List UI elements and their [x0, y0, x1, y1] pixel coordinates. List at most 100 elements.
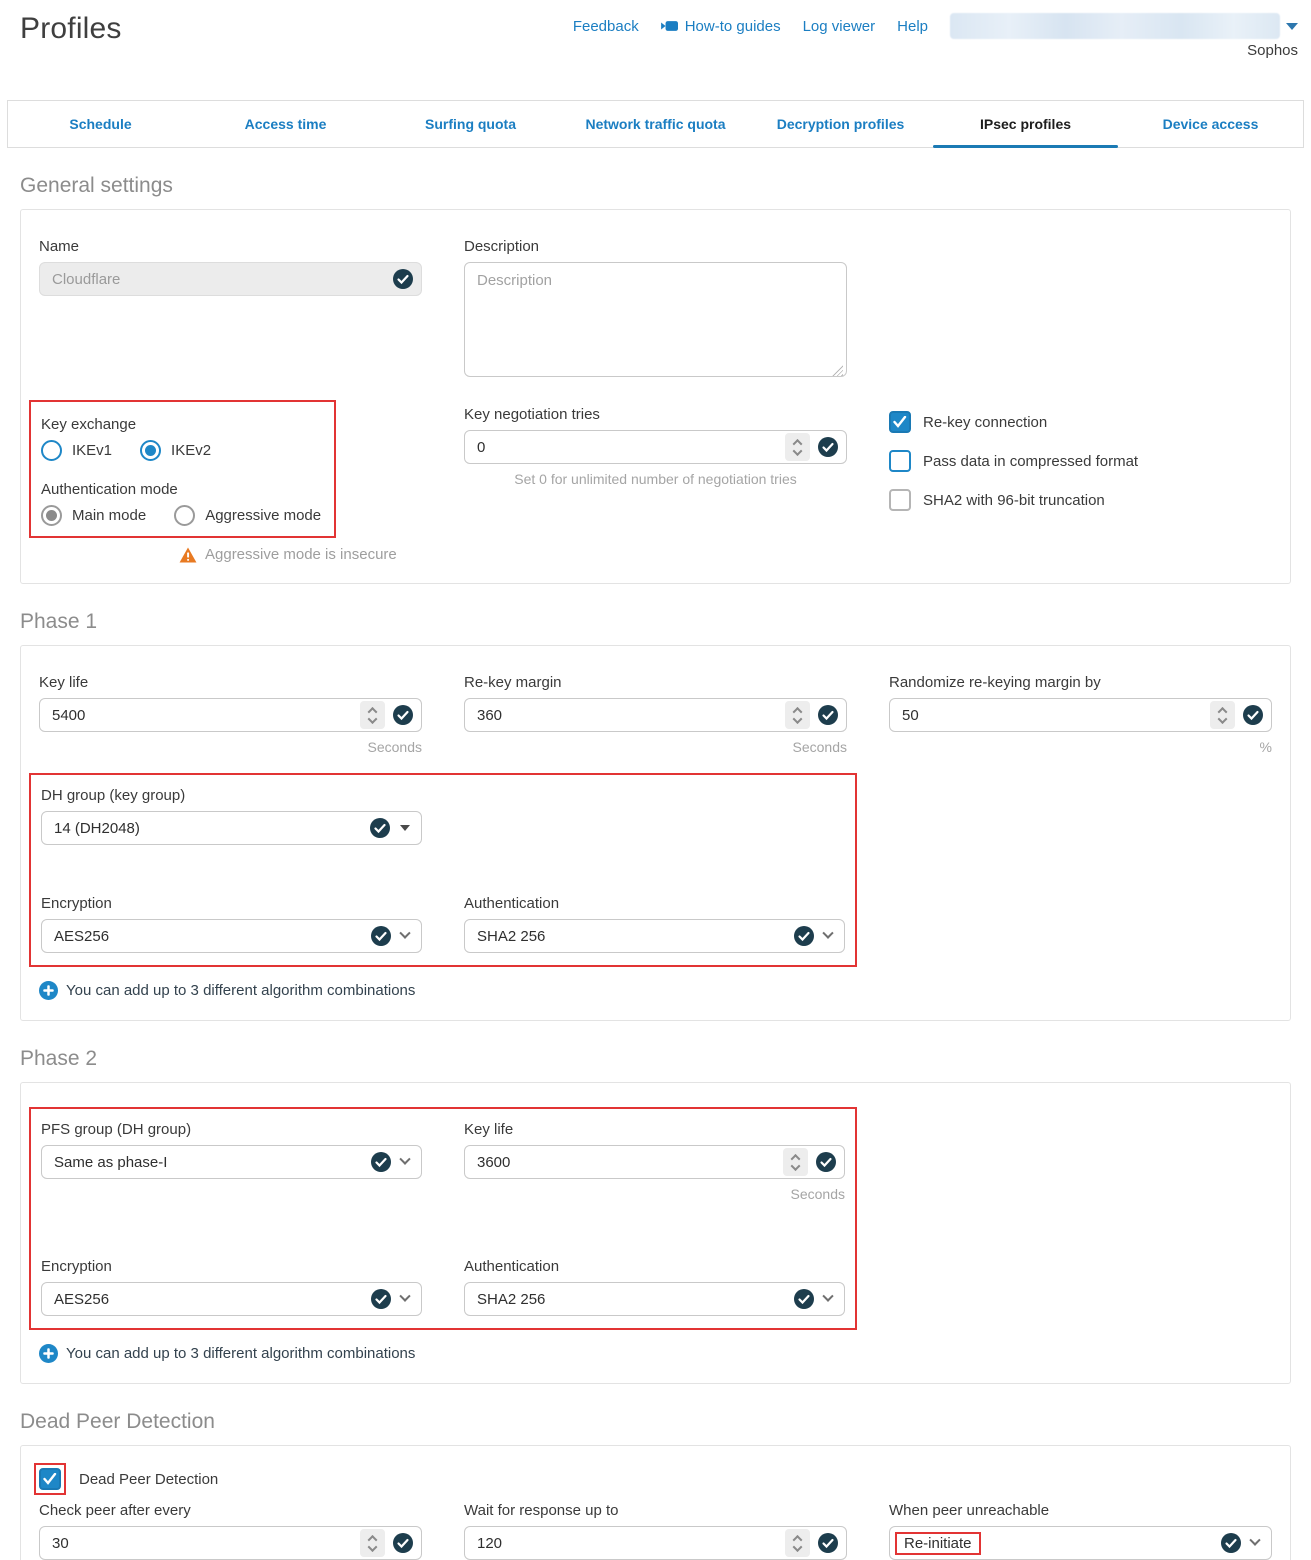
name-field-wrap: [39, 262, 422, 296]
radio-aggressive-mode-label: Aggressive mode: [205, 507, 322, 524]
log-viewer-label: Log viewer: [802, 17, 876, 35]
feedback-label: Feedback: [572, 17, 639, 35]
dpd-unreachable-select[interactable]: Re-initiate: [889, 1526, 1272, 1560]
account-menu[interactable]: [950, 13, 1298, 39]
plus-circle-icon: [39, 981, 58, 1000]
key-negotiation-field-wrap: [464, 430, 847, 464]
p1-key-life-input[interactable]: [52, 706, 360, 724]
radio-aggressive-mode[interactable]: [174, 505, 196, 526]
checkbox-compressed-format[interactable]: [889, 450, 911, 472]
number-stepper[interactable]: [783, 1148, 808, 1176]
phase1-card: Key life Seconds Re-key margin Seconds R…: [20, 645, 1291, 1021]
chevron-down-icon: [399, 1290, 411, 1302]
p1-dh-group-label: DH group (key group): [41, 787, 186, 804]
number-stepper[interactable]: [360, 1529, 385, 1557]
p1-rekey-margin-input[interactable]: [477, 706, 785, 724]
profile-tabs: Schedule Access time Surfing quota Netwo…: [7, 100, 1304, 148]
p1-randomize-unit: %: [1259, 739, 1272, 755]
page-title: Profiles: [20, 12, 122, 45]
number-stepper[interactable]: [1210, 701, 1235, 729]
p2-key-life-field-wrap: [464, 1145, 845, 1179]
warning-triangle-icon: [179, 546, 197, 563]
key-negotiation-helper: Set 0 for unlimited number of negotiatio…: [514, 471, 797, 487]
tab-schedule[interactable]: Schedule: [69, 116, 132, 132]
name-input[interactable]: [52, 270, 393, 288]
valid-check-icon: [818, 437, 838, 457]
p2-add-combination[interactable]: You can add up to 3 different algorithm …: [39, 1344, 1272, 1363]
p2-encryption-label: Encryption: [41, 1258, 112, 1275]
checkbox-dead-peer-detection[interactable]: [39, 1468, 61, 1490]
plus-circle-icon: [39, 1344, 58, 1363]
p1-add-combination[interactable]: You can add up to 3 different algorithm …: [39, 981, 1272, 1000]
key-exchange-label: Key exchange: [41, 416, 137, 433]
general-settings-card: Name Description Key exchange IKEv1: [20, 209, 1291, 584]
p1-authentication-select[interactable]: SHA2 256: [464, 919, 845, 953]
number-stepper[interactable]: [785, 701, 810, 729]
p1-dh-group-select[interactable]: 14 (DH2048): [41, 811, 422, 845]
p2-encryption-value: AES256: [54, 1290, 110, 1308]
checkbox-sha2-truncation-label: SHA2 with 96-bit truncation: [923, 491, 1105, 509]
aggressive-mode-warning: Aggressive mode is insecure: [205, 546, 397, 563]
phase2-algorithms-highlight-box: PFS group (DH group) Same as phase-I Key…: [29, 1107, 857, 1330]
p1-key-life-field-wrap: [39, 698, 422, 732]
phase2-card: PFS group (DH group) Same as phase-I Key…: [20, 1082, 1291, 1384]
help-link[interactable]: Help: [897, 18, 928, 35]
p2-key-life-input[interactable]: [477, 1153, 783, 1171]
dpd-unreachable-value: Re-initiate: [904, 1534, 972, 1552]
p1-key-life-label: Key life: [39, 674, 89, 691]
key-negotiation-input[interactable]: [477, 438, 785, 456]
description-textarea[interactable]: [464, 262, 847, 377]
number-stepper[interactable]: [785, 433, 810, 461]
p1-encryption-value: AES256: [54, 927, 110, 945]
valid-check-icon: [794, 926, 814, 946]
valid-check-icon: [818, 1533, 838, 1553]
number-stepper[interactable]: [360, 701, 385, 729]
p2-authentication-select[interactable]: SHA2 256: [464, 1282, 845, 1316]
dpd-wait-field-wrap: [464, 1526, 847, 1560]
p2-encryption-select[interactable]: AES256: [41, 1282, 422, 1316]
p1-randomize-field-wrap: [889, 698, 1272, 732]
radio-main-mode[interactable]: [41, 505, 62, 526]
video-camera-icon: [660, 18, 679, 34]
p2-authentication-value: SHA2 256: [477, 1290, 546, 1308]
brand-label: Sophos: [1247, 42, 1298, 59]
p2-pfs-group-value: Same as phase-I: [54, 1153, 168, 1171]
log-viewer-link[interactable]: Log viewer: [803, 18, 876, 35]
help-label: Help: [897, 17, 928, 35]
chevron-down-icon: [399, 1153, 411, 1165]
p2-pfs-group-select[interactable]: Same as phase-I: [41, 1145, 422, 1179]
tab-decryption-profiles[interactable]: Decryption profiles: [776, 116, 905, 132]
number-stepper[interactable]: [785, 1529, 810, 1557]
p1-randomize-label: Randomize re-keying margin by: [889, 674, 1101, 691]
dpd-check-peer-input[interactable]: [52, 1534, 360, 1552]
checkbox-sha2-truncation[interactable]: [889, 489, 911, 511]
tab-access-time[interactable]: Access time: [244, 116, 327, 132]
dpd-check-peer-field-wrap: [39, 1526, 422, 1560]
tab-surfing-quota[interactable]: Surfing quota: [425, 116, 516, 132]
dpd-wait-input[interactable]: [477, 1534, 785, 1552]
dpd-card: Dead Peer Detection Check peer after eve…: [20, 1445, 1291, 1560]
howto-guides-link[interactable]: How-to guides: [660, 18, 781, 35]
valid-check-icon: [794, 1289, 814, 1309]
tab-ipsec-profiles[interactable]: IPsec profiles: [933, 101, 1118, 148]
valid-check-icon: [393, 705, 413, 725]
dpd-check-peer-label: Check peer after every: [39, 1502, 191, 1519]
auth-mode-label: Authentication mode: [41, 481, 178, 498]
p1-randomize-input[interactable]: [902, 706, 1210, 724]
page-header: Profiles Feedback How-to guides Log view…: [0, 0, 1311, 100]
feedback-link[interactable]: Feedback: [573, 18, 639, 35]
description-label: Description: [464, 238, 540, 255]
checkbox-rekey-connection[interactable]: [889, 411, 911, 433]
dropdown-triangle-icon: [400, 825, 410, 831]
checkbox-rekey-connection-label: Re-key connection: [923, 413, 1048, 431]
radio-ikev1-label: IKEv1: [72, 442, 113, 459]
radio-ikev1[interactable]: [41, 440, 62, 461]
tab-device-access[interactable]: Device access: [1162, 116, 1259, 132]
valid-check-icon: [371, 926, 391, 946]
tab-network-traffic-quota[interactable]: Network traffic quota: [585, 116, 726, 132]
checkbox-compressed-format-label: Pass data in compressed format: [923, 452, 1139, 470]
top-nav: Feedback How-to guides Log viewer Help: [573, 13, 1298, 39]
p1-encryption-select[interactable]: AES256: [41, 919, 422, 953]
p2-authentication-label: Authentication: [464, 1258, 560, 1275]
radio-ikev2[interactable]: [140, 440, 162, 461]
